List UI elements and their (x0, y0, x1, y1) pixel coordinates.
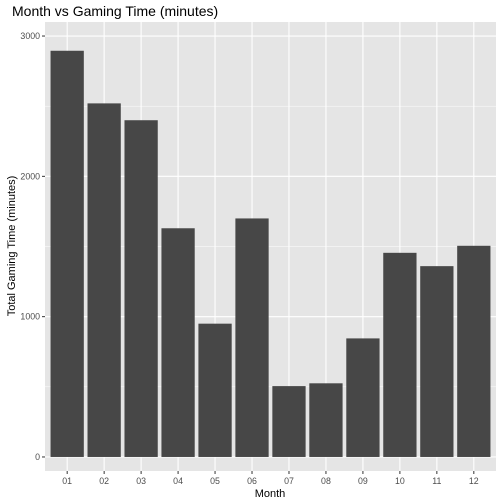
bar-01 (50, 50, 84, 457)
y-tick-label: 2000 (20, 171, 40, 181)
bar-06 (235, 218, 269, 457)
y-axis-title: Total Gaming Time (minutes) (6, 176, 18, 317)
x-tick-label: 05 (210, 476, 220, 486)
x-tick-label: 06 (247, 476, 257, 486)
chart-title: Month vs Gaming Time (minutes) (12, 3, 218, 19)
y-axis: 0 1000 2000 3000 (20, 31, 45, 462)
bar-03 (124, 120, 158, 457)
x-tick-label: 01 (62, 476, 72, 486)
x-tick-label: 09 (358, 476, 368, 486)
bar-08 (309, 383, 343, 457)
y-tick-label: 0 (35, 452, 40, 462)
bar-09 (346, 338, 380, 457)
bar-12 (457, 245, 491, 457)
x-tick-label: 11 (432, 476, 441, 486)
bar-05 (198, 323, 232, 457)
x-tick-label: 10 (395, 476, 405, 486)
x-tick-label: 03 (136, 476, 146, 486)
bar-07 (272, 386, 306, 457)
bar-10 (383, 252, 417, 457)
x-axis: 01 02 03 04 05 06 07 08 09 10 11 12 (62, 471, 479, 486)
bar-11 (420, 266, 454, 457)
bar-02 (87, 103, 121, 457)
y-tick-label: 3000 (20, 31, 40, 41)
x-tick-label: 02 (99, 476, 109, 486)
bar-04 (161, 228, 195, 457)
bars (50, 50, 491, 457)
x-axis-title: Month (255, 488, 286, 500)
x-tick-label: 12 (469, 476, 479, 486)
x-tick-label: 07 (284, 476, 294, 486)
y-tick-label: 1000 (20, 312, 40, 322)
x-tick-label: 04 (173, 476, 183, 486)
x-tick-label: 08 (321, 476, 331, 486)
